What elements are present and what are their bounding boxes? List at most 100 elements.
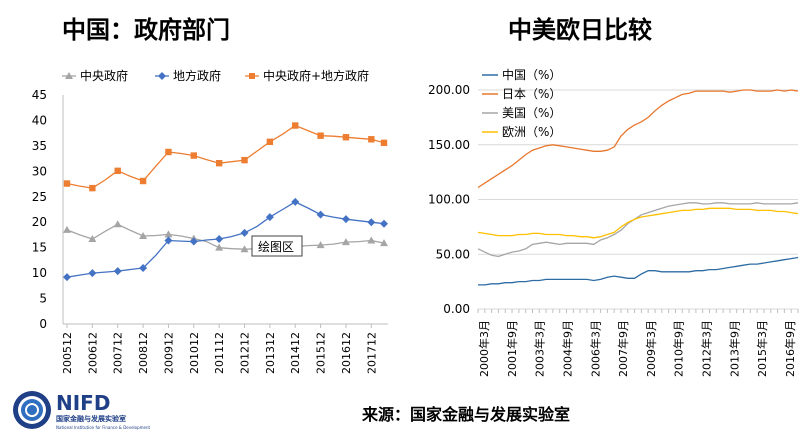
left-x-tick-label: 201212 bbox=[239, 332, 252, 374]
left-point-diamond bbox=[63, 273, 71, 282]
left-point-triangle bbox=[113, 220, 122, 228]
left-point-square bbox=[241, 156, 248, 164]
right-legend-label: 日本（%） bbox=[502, 87, 561, 101]
left-point-triangle bbox=[380, 239, 388, 247]
left-point-diamond bbox=[367, 218, 376, 227]
logo-en-name: National Institution for Finance & Devel… bbox=[56, 425, 151, 430]
left-point-triangle bbox=[63, 225, 71, 233]
left-point-diamond bbox=[341, 215, 350, 224]
left-x-tick-label: 201112 bbox=[213, 332, 226, 374]
left-y-tick-label: 30 bbox=[32, 164, 47, 178]
right-series-line-2 bbox=[477, 202, 799, 258]
right-x-tick-label: 2012年3月 bbox=[700, 320, 714, 377]
left-point-triangle bbox=[88, 235, 97, 243]
right-x-tick-label: 2004年9月 bbox=[560, 320, 574, 377]
left-point-square bbox=[292, 122, 299, 129]
right-series-line-1 bbox=[477, 89, 799, 189]
left-x-tick-label: 200512 bbox=[61, 332, 74, 374]
left-point-square bbox=[266, 138, 274, 146]
right-x-tick-label: 2013年9月 bbox=[727, 320, 741, 377]
right-x-tick-label: 2003年3月 bbox=[533, 320, 547, 377]
left-series-line-1 bbox=[66, 201, 385, 278]
left-legend-label: 中央政府+地方政府 bbox=[263, 68, 369, 83]
left-y-tick-label: 35 bbox=[32, 139, 47, 153]
left-y-tick-label: 5 bbox=[39, 292, 47, 306]
logo-cn-name: 国家金融与发展实验室 bbox=[56, 414, 126, 423]
left-y-tick-label: 45 bbox=[32, 88, 47, 102]
left-legend-label: 中央政府 bbox=[80, 68, 128, 83]
left-point-square bbox=[380, 139, 388, 147]
left-x-tick-label: 200912 bbox=[162, 332, 175, 374]
right-x-tick-label: 2009年3月 bbox=[644, 320, 658, 377]
right-y-tick-label: 0.00 bbox=[443, 302, 470, 316]
left-point-square bbox=[165, 148, 172, 156]
nifd-logo: NIFD 国家金融与发展实验室 National Institution for… bbox=[13, 391, 151, 430]
left-point-square bbox=[139, 177, 147, 185]
left-point-square bbox=[114, 167, 121, 175]
right-x-tick-label: 2006年3月 bbox=[588, 320, 602, 377]
left-point-diamond bbox=[215, 235, 224, 244]
left-point-square bbox=[190, 152, 197, 159]
left-legend-marker bbox=[158, 72, 166, 80]
left-series-line-0 bbox=[66, 223, 385, 250]
left-x-tick-label: 200712 bbox=[112, 332, 125, 374]
left-point-triangle bbox=[341, 238, 350, 246]
left-point-diamond bbox=[380, 219, 388, 228]
left-point-diamond bbox=[189, 237, 198, 246]
right-chart-title: 中美欧日比较 bbox=[508, 16, 652, 44]
left-chart-title: 中国：政府部门 bbox=[62, 16, 230, 44]
left-x-tick-label: 201412 bbox=[289, 332, 302, 374]
right-y-tick-label: 100.00 bbox=[428, 193, 470, 207]
left-point-triangle bbox=[291, 242, 300, 250]
left-y-tick-label: 25 bbox=[32, 190, 47, 204]
left-x-tick-label: 201512 bbox=[315, 332, 328, 374]
right-y-tick-label: 150.00 bbox=[428, 138, 470, 152]
left-point-square bbox=[63, 180, 71, 187]
left-point-square bbox=[89, 184, 96, 192]
left-point-diamond bbox=[88, 269, 97, 278]
left-y-tick-label: 15 bbox=[32, 241, 47, 255]
right-legend-label: 美国（%） bbox=[502, 106, 561, 120]
left-legend-marker bbox=[65, 72, 73, 79]
left-point-triangle bbox=[316, 241, 325, 249]
left-point-triangle bbox=[367, 236, 376, 244]
left-x-tick-label: 200812 bbox=[137, 332, 150, 374]
left-point-triangle bbox=[139, 231, 148, 239]
left-point-square bbox=[368, 136, 375, 143]
right-x-tick-label: 2001年9月 bbox=[505, 320, 519, 377]
left-y-tick-label: 40 bbox=[32, 113, 47, 127]
left-point-triangle bbox=[215, 243, 224, 251]
left-point-square bbox=[342, 134, 350, 141]
right-y-tick-label: 200.00 bbox=[428, 83, 470, 97]
left-x-tick-label: 201012 bbox=[188, 332, 201, 374]
left-x-tick-label: 200612 bbox=[86, 332, 99, 374]
left-y-tick-label: 0 bbox=[39, 317, 47, 331]
left-y-tick-label: 10 bbox=[32, 266, 47, 280]
plot-area-tooltip bbox=[251, 235, 303, 257]
logo-name: NIFD bbox=[56, 391, 110, 415]
left-point-triangle bbox=[189, 234, 198, 242]
right-x-tick-label: 2000年3月 bbox=[477, 320, 491, 377]
plot-area-tooltip-label: 绘图区 bbox=[258, 239, 294, 254]
left-point-diamond bbox=[113, 267, 122, 276]
left-point-triangle bbox=[265, 243, 274, 251]
right-x-tick-label: 2016年9月 bbox=[783, 320, 797, 377]
left-legend-label: 地方政府 bbox=[173, 68, 221, 83]
left-x-tick-label: 201612 bbox=[340, 332, 353, 374]
left-point-diamond bbox=[265, 213, 274, 222]
right-series-line-0 bbox=[478, 256, 799, 286]
source-note: 来源：国家金融与发展实验室 bbox=[362, 405, 571, 424]
left-point-diamond bbox=[316, 210, 325, 219]
left-legend-marker bbox=[249, 73, 255, 79]
left-point-diamond bbox=[139, 264, 148, 273]
left-point-diamond bbox=[164, 236, 173, 245]
right-y-tick-label: 50.00 bbox=[436, 247, 470, 261]
right-x-tick-label: 2007年9月 bbox=[616, 320, 630, 377]
left-y-tick-label: 20 bbox=[32, 215, 47, 229]
right-x-tick-label: 2010年9月 bbox=[672, 320, 686, 377]
left-point-square bbox=[317, 132, 324, 139]
left-point-diamond bbox=[240, 228, 249, 237]
right-legend-label: 中国（%） bbox=[502, 67, 561, 82]
left-point-diamond bbox=[291, 197, 300, 206]
